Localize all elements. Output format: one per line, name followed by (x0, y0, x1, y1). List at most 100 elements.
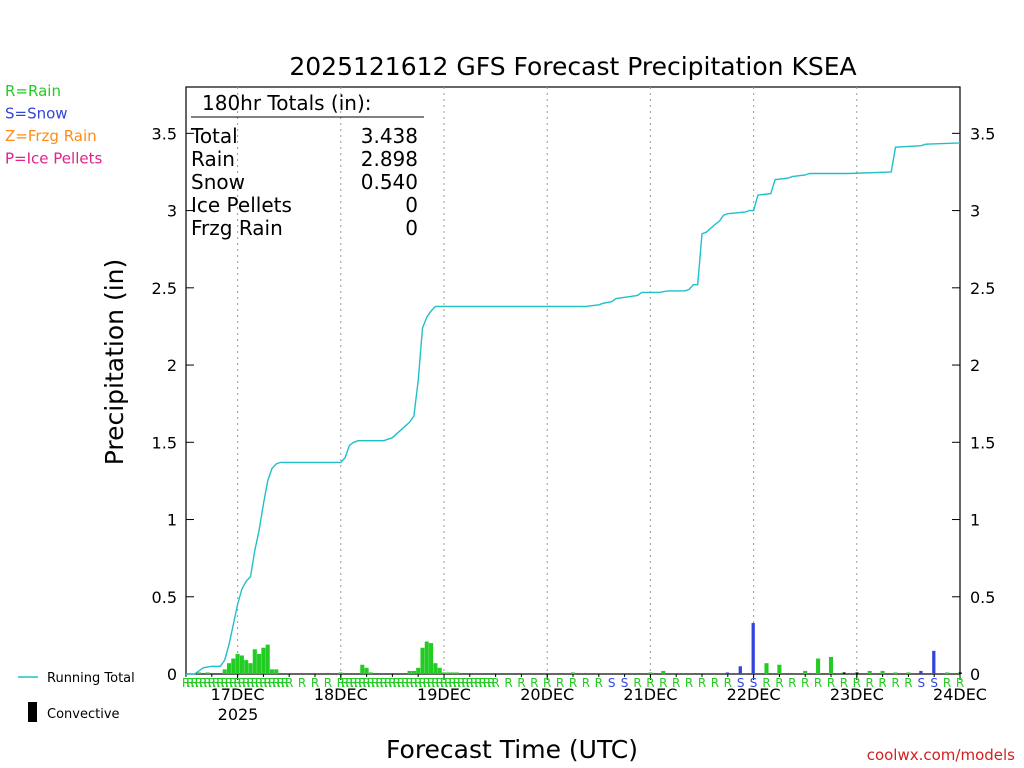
convective-bar (855, 672, 859, 674)
precip-bar (828, 657, 834, 674)
convective-bar (842, 672, 846, 674)
precip-bar (411, 670, 416, 674)
precip-type-legend-entry: Z=Frzg Rain (5, 127, 97, 145)
precip-bar (437, 667, 442, 674)
precip-type-marker: R (543, 676, 551, 690)
precip-type-marker: R (414, 676, 422, 690)
precip-type-marker: R (212, 676, 220, 690)
precip-type-marker: R (440, 676, 448, 690)
precip-type-marker: R (358, 676, 366, 690)
y-tick-label-right: 2.5 (970, 279, 995, 298)
precip-type-marker: R (685, 676, 693, 690)
precip-bar (424, 641, 429, 674)
precip-type-marker: S (737, 676, 745, 690)
precip-type-marker: R (775, 676, 783, 690)
y-tick-label: 0.5 (152, 588, 177, 607)
precip-type-marker: R (354, 676, 362, 690)
precip-bar (252, 649, 257, 674)
y-tick-label-right: 3 (970, 202, 980, 221)
precip-type-marker: R (633, 676, 641, 690)
y-tick-label-right: 0.5 (970, 588, 995, 607)
convective-bars (842, 672, 962, 674)
precip-type-marker: R (595, 676, 603, 690)
precip-type-legend: R=Rain S=Snow Z=Frzg Rain P=Ice Pellets (5, 82, 102, 168)
precip-type-marker: R (375, 676, 383, 690)
precip-bar (803, 670, 808, 674)
precip-type-marker: R (225, 676, 233, 690)
precip-type-marker: S (608, 676, 616, 690)
precip-type-marker: R (436, 676, 444, 690)
precip-bar (867, 670, 872, 674)
precip-bar (239, 655, 244, 674)
x-tick-label: 22DEC (727, 685, 781, 704)
precip-type-marker: R (788, 676, 796, 690)
precip-bar (338, 672, 343, 674)
precip-type-marker: R (272, 676, 280, 690)
precip-type-marker: R (801, 676, 809, 690)
precip-bar (269, 669, 275, 674)
precip-type-marker: R (487, 676, 495, 690)
precip-type-marker: R (483, 676, 491, 690)
credit-text: coolwx.com/models (867, 746, 1015, 764)
precip-bar (932, 650, 936, 674)
precip-type-marker: R (556, 676, 564, 690)
precip-type-marker: R (337, 676, 345, 690)
precip-bar (454, 672, 459, 674)
precip-type-marker: R (453, 676, 461, 690)
precip-type-marker: R (427, 676, 435, 690)
precip-bar (244, 660, 249, 674)
precip-type-marker: R (646, 676, 654, 690)
precip-type-marker: R (491, 676, 499, 690)
y-tick-label-right: 2 (970, 356, 980, 375)
precip-type-marker: R (350, 676, 358, 690)
totals-row-label: Total (190, 124, 238, 148)
precip-type-marker: R (182, 676, 190, 690)
precip-bar (416, 667, 421, 674)
y-axis-right: 0 0.5 1 1.5 2 2.5 3 3.5 (952, 124, 995, 684)
gridlines (237, 87, 858, 674)
y-axis-left: 0 0.5 1 1.5 2 2.5 3 3.5 (152, 124, 194, 684)
precip-bar (364, 667, 369, 674)
precip-bar (265, 644, 270, 674)
totals-row-label: Snow (191, 170, 245, 194)
y-tick-label-right: 3.5 (970, 124, 995, 143)
precip-bar (751, 623, 755, 674)
precip-bar (433, 663, 438, 674)
precip-type-marker: R (268, 676, 276, 690)
precip-type-marker: R (569, 676, 577, 690)
precip-bar (893, 672, 898, 674)
x-tick-label: 21DEC (623, 685, 677, 704)
y-tick-label: 3 (167, 202, 177, 221)
precip-type-marker: R (238, 676, 246, 690)
precip-bar (906, 672, 911, 674)
x-tick-label: 24DEC (933, 685, 987, 704)
precip-type-marker: R (242, 676, 250, 690)
precip-type-marker: R (190, 676, 198, 690)
precip-type-marker: R (904, 676, 912, 690)
year-label: 2025 (218, 705, 259, 724)
precip-type-marker: R (461, 676, 469, 690)
precip-type-marker: R (672, 676, 680, 690)
y-axis-label: Precipitation (in) (100, 259, 129, 466)
precip-type-marker: R (384, 676, 392, 690)
precip-type-marker: R (814, 676, 822, 690)
precip-type-marker: R (444, 676, 452, 690)
precip-type-marker: R (504, 676, 512, 690)
precip-type-marker: R (362, 676, 370, 690)
running-total-line (186, 142, 961, 675)
precip-bar (257, 653, 262, 674)
precip-type-marker: R (311, 676, 319, 690)
y-tick-label: 2.5 (152, 279, 177, 298)
running-total-legend-label: Running Total (47, 671, 135, 686)
totals-row-value: 3.438 (361, 124, 418, 148)
y-tick-label: 1 (167, 511, 177, 530)
y-tick-label-right: 1 (970, 511, 980, 530)
precip-type-marker: R (246, 676, 254, 690)
x-tick-label: 18DEC (314, 685, 368, 704)
y-tick-label-right: 0 (970, 665, 980, 684)
precip-type-marker: R (251, 676, 259, 690)
precip-type-marker: R (582, 676, 590, 690)
precip-type-marker: R (711, 676, 719, 690)
convective-legend-swatch (28, 702, 37, 722)
